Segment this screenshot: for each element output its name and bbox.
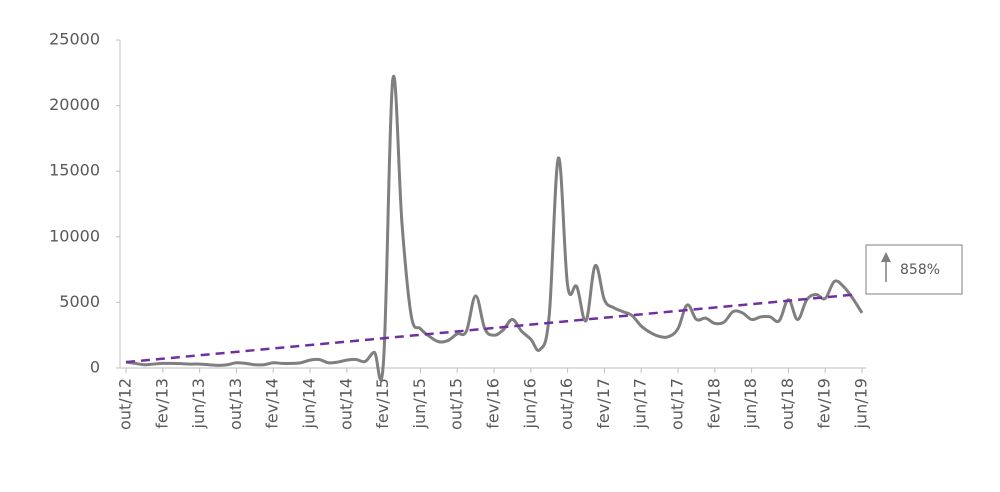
x-tick-label: out/17 xyxy=(668,378,687,430)
x-tick-label: fev/19 xyxy=(815,378,834,429)
x-tick-label: fev/13 xyxy=(152,378,171,429)
y-tick-label: 5000 xyxy=(59,292,100,311)
x-tick-label: fev/18 xyxy=(704,378,723,429)
x-tick-label: out/12 xyxy=(116,378,135,430)
x-tick-label: fev/17 xyxy=(594,378,613,429)
annotation: 858% xyxy=(900,262,940,278)
y-tick-label: 25000 xyxy=(49,30,100,49)
x-tick-label: out/16 xyxy=(557,378,576,430)
x-tick-label: jun/17 xyxy=(631,378,650,429)
x-tick-label: jun/14 xyxy=(300,378,319,429)
x-tick-label: jun/13 xyxy=(189,378,208,429)
x-tick-label: out/15 xyxy=(447,378,466,430)
x-tick-label: jun/19 xyxy=(852,378,871,429)
annotation-box xyxy=(865,244,963,295)
x-tick-label: jun/16 xyxy=(520,378,539,429)
x-tick-label: fev/14 xyxy=(263,378,282,429)
x-tick-label: fev/16 xyxy=(484,378,503,429)
x-tick-label: fev/15 xyxy=(373,378,392,429)
y-tick-label: 10000 xyxy=(49,226,100,245)
y-tick-label: 0 xyxy=(90,358,100,377)
x-tick-label: jun/15 xyxy=(410,378,429,429)
arrow-head xyxy=(881,252,891,262)
trendline xyxy=(125,293,856,364)
x-tick-label: jun/18 xyxy=(741,378,760,429)
x-tick-label: out/14 xyxy=(336,378,355,430)
y-tick-label: 20000 xyxy=(49,95,100,114)
series-line xyxy=(125,74,864,382)
y-tick-label: 15000 xyxy=(49,161,100,180)
x-tick-label: out/13 xyxy=(226,378,245,430)
x-tick-label: out/18 xyxy=(778,378,797,430)
